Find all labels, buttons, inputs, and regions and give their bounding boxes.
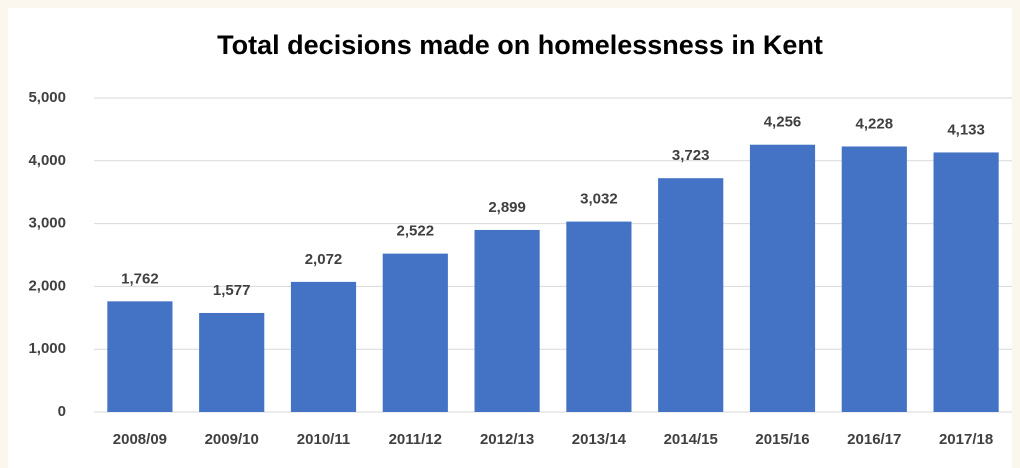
bar xyxy=(107,301,173,412)
bar xyxy=(566,221,632,412)
data-label: 2,899 xyxy=(488,199,526,216)
y-tick-label: 4,000 xyxy=(28,152,66,169)
x-tick-label: 2010/11 xyxy=(297,431,350,448)
chart-title: Total decisions made on homelessness in … xyxy=(217,30,823,60)
y-tick-label: 0 xyxy=(58,403,66,420)
data-label: 1,577 xyxy=(213,282,251,299)
x-tick-label: 2008/09 xyxy=(113,431,167,448)
data-label: 3,723 xyxy=(672,147,710,164)
x-tick-label: 2014/15 xyxy=(664,431,718,448)
bar xyxy=(841,146,907,412)
bar xyxy=(658,178,724,412)
y-tick-label: 3,000 xyxy=(28,215,66,232)
data-label: 3,032 xyxy=(580,191,618,208)
y-tick-label: 2,000 xyxy=(28,277,66,294)
data-label: 2,072 xyxy=(305,251,343,268)
x-tick-label: 2016/17 xyxy=(847,431,901,448)
data-label: 2,522 xyxy=(397,223,435,240)
bar xyxy=(382,253,448,412)
bar xyxy=(474,229,540,412)
bar xyxy=(199,312,265,412)
x-tick-label: 2009/10 xyxy=(205,431,259,448)
y-tick-label: 5,000 xyxy=(28,89,66,106)
data-label: 4,228 xyxy=(856,115,894,132)
x-tick-label: 2012/13 xyxy=(480,431,534,448)
x-tick-label: 2015/16 xyxy=(755,431,809,448)
data-label: 1,762 xyxy=(121,270,159,287)
data-label: 4,256 xyxy=(764,114,802,131)
bar xyxy=(933,152,999,412)
x-tick-label: 2011/12 xyxy=(389,431,442,448)
y-tick-label: 1,000 xyxy=(28,340,66,357)
x-tick-label: 2017/18 xyxy=(939,431,993,448)
x-tick-label: 2013/14 xyxy=(572,431,627,448)
bar xyxy=(749,144,816,412)
bar xyxy=(290,281,357,412)
data-label: 4,133 xyxy=(947,121,985,138)
